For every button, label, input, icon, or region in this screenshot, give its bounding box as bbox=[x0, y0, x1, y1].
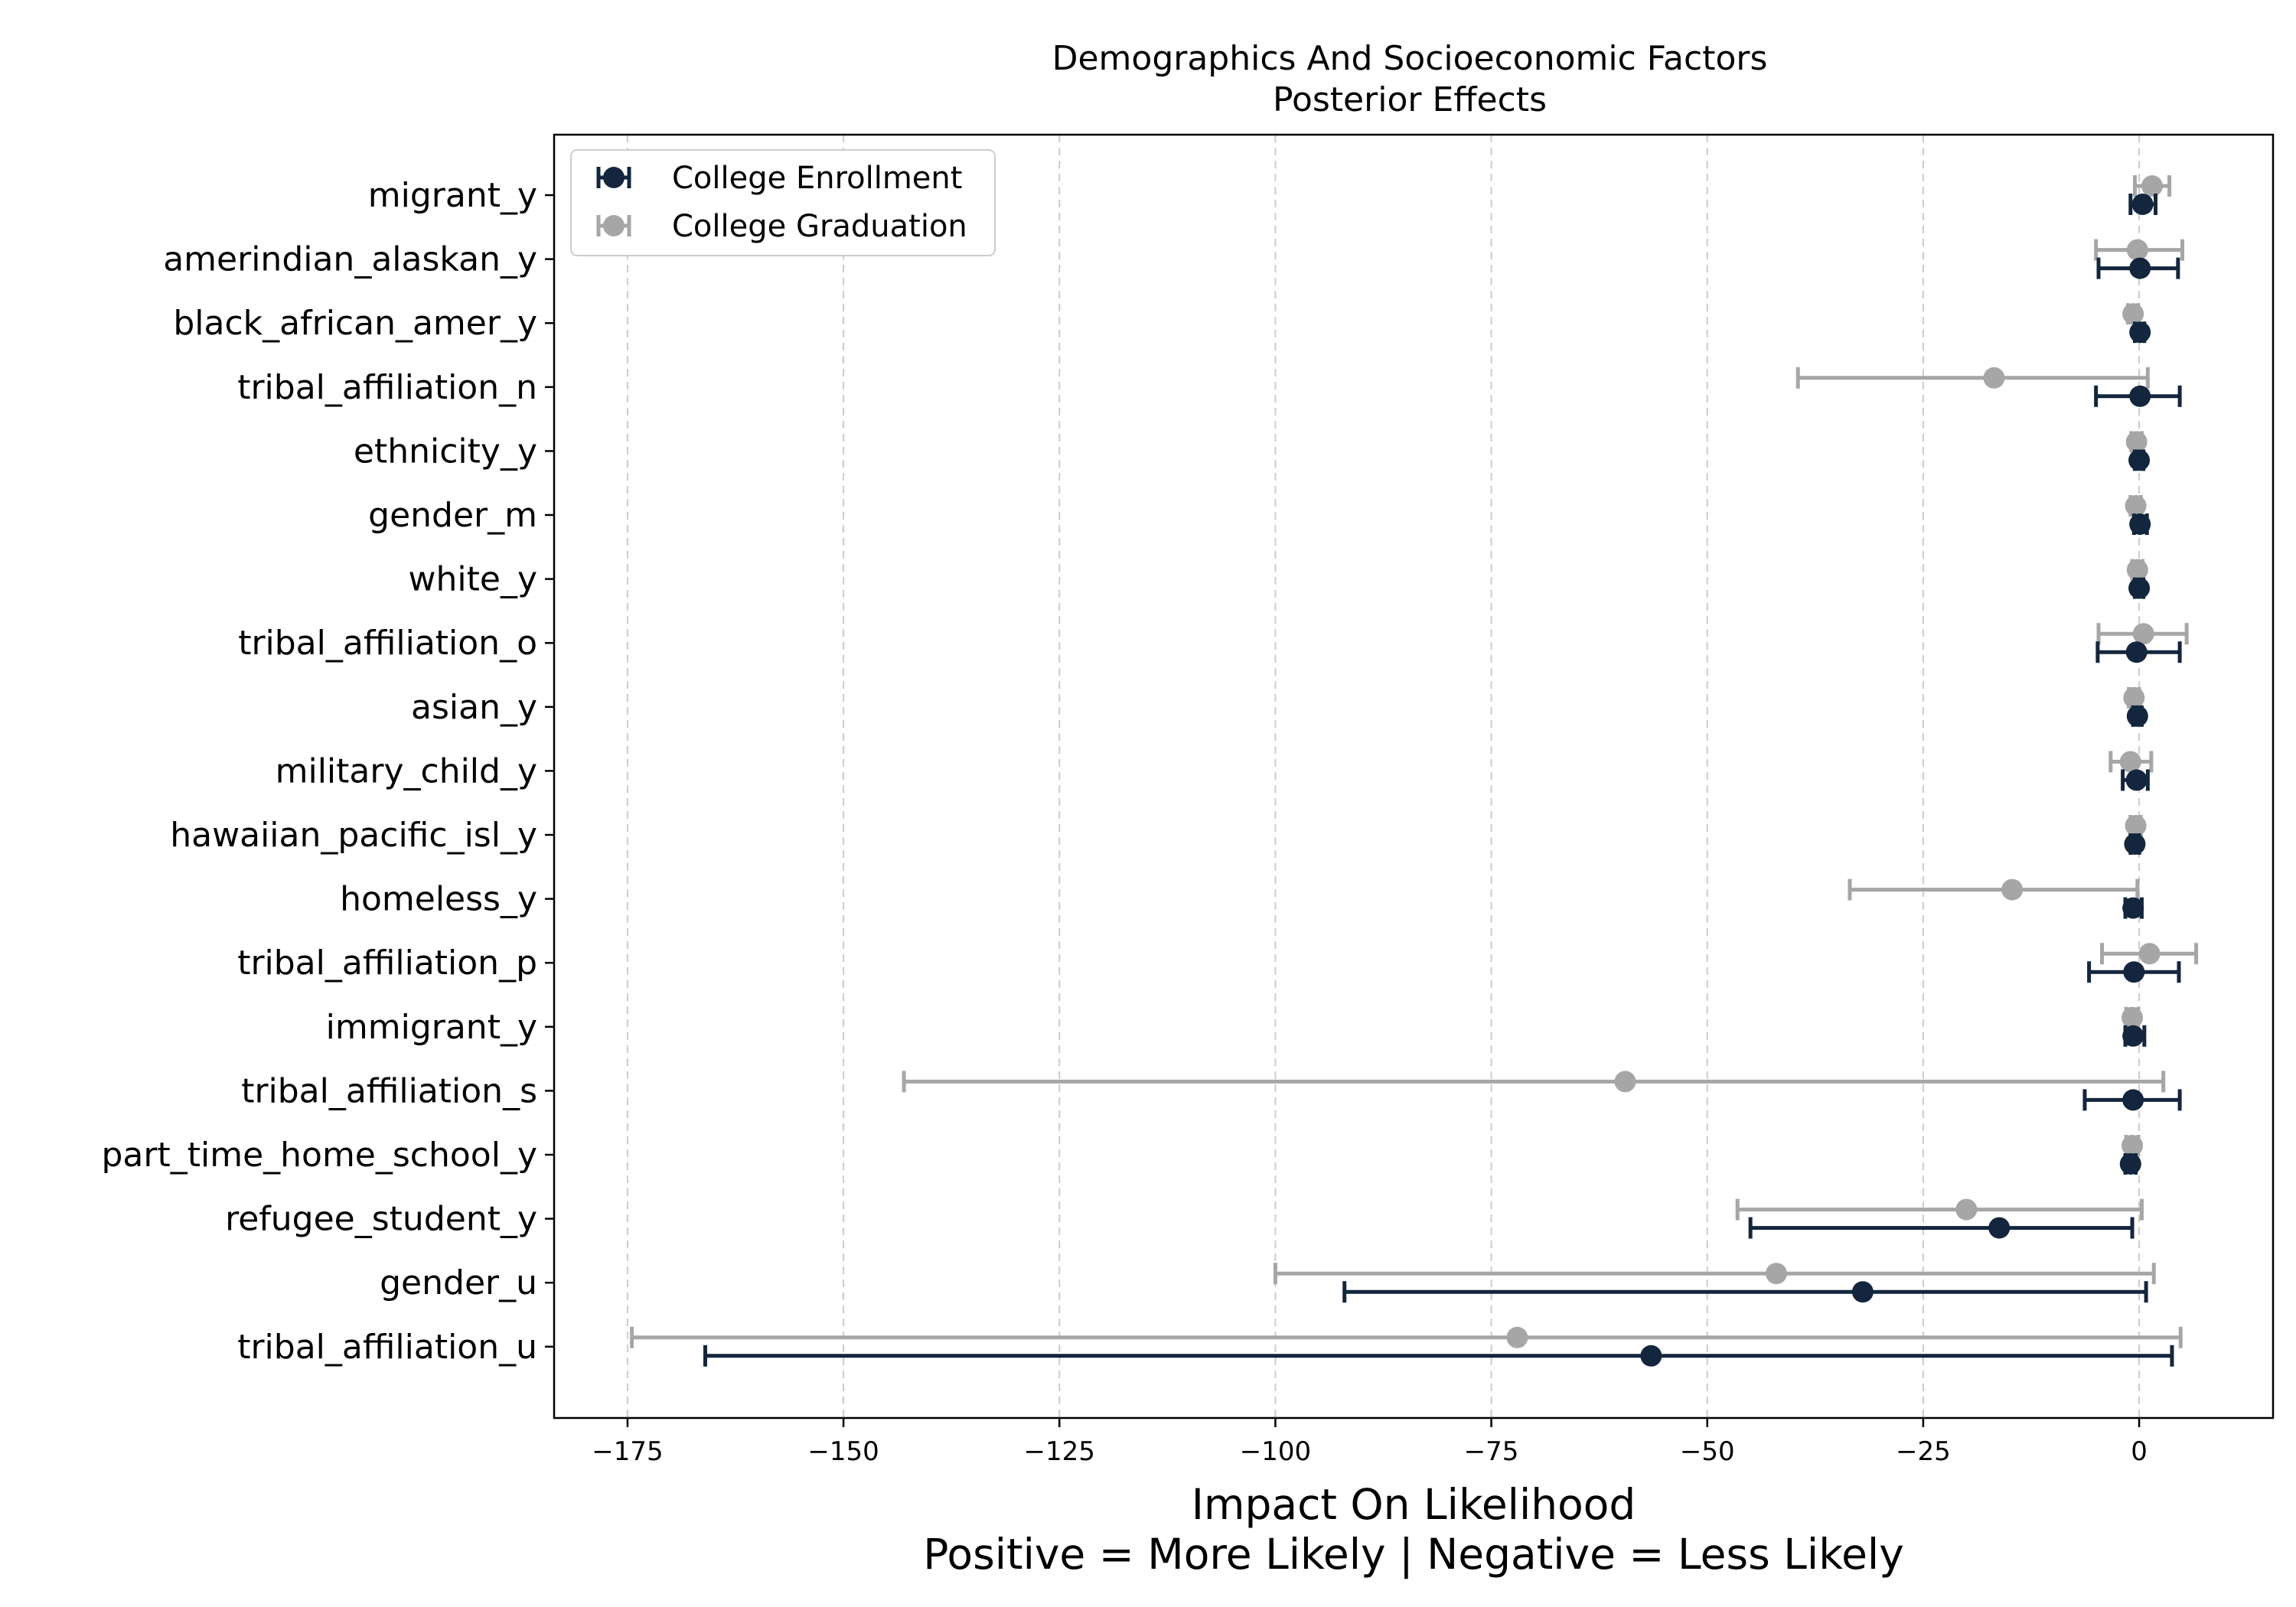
data-point bbox=[2128, 449, 2151, 471]
data-point bbox=[2122, 303, 2144, 325]
x-tick-label: −175 bbox=[592, 1436, 663, 1467]
y-tick-label: part_time_home_school_y bbox=[102, 1136, 538, 1175]
data-point bbox=[2125, 495, 2147, 517]
y-tick-label: migrant_y bbox=[368, 176, 537, 215]
data-point bbox=[2125, 769, 2148, 791]
data-point bbox=[2129, 321, 2151, 344]
chart-title: Demographics And Socioeconomic Factors bbox=[1052, 39, 1768, 78]
data-point bbox=[2132, 623, 2154, 645]
x-tick-label: −75 bbox=[1464, 1436, 1519, 1467]
legend-label: College Enrollment bbox=[672, 161, 962, 196]
data-point bbox=[1766, 1263, 1788, 1285]
y-tick-label: ethnicity_y bbox=[354, 432, 537, 471]
data-point bbox=[2125, 815, 2147, 836]
data-point bbox=[2129, 513, 2151, 535]
data-point bbox=[2123, 961, 2145, 983]
legend-entry: College Enrollment bbox=[596, 161, 962, 196]
data-point bbox=[2131, 194, 2154, 215]
x-gridlines bbox=[626, 135, 2141, 1418]
y-tick-label: tribal_affiliation_o bbox=[238, 624, 537, 663]
series-college-graduation bbox=[630, 175, 2199, 1348]
x-axis-label: Impact On Likelihood bbox=[1192, 1480, 1636, 1529]
x-tick-label: −125 bbox=[1024, 1436, 1095, 1467]
y-tick-label: gender_m bbox=[368, 496, 537, 535]
y-tick-label: homeless_y bbox=[340, 880, 537, 919]
data-point bbox=[2129, 385, 2151, 407]
data-point bbox=[1983, 367, 2005, 389]
x-tick-label: −25 bbox=[1896, 1436, 1951, 1467]
data-point bbox=[2122, 1135, 2144, 1156]
legend-marker bbox=[603, 167, 625, 188]
legend-box bbox=[570, 149, 996, 256]
x-axis-label-line2: Positive = More Likely | Negative = Less… bbox=[923, 1530, 1904, 1579]
data-point bbox=[2122, 1025, 2144, 1047]
legend-entries: College Enrollment College Graduation bbox=[596, 161, 967, 244]
chart-subtitle: Posterior Effects bbox=[1273, 80, 1547, 119]
data-point bbox=[2141, 175, 2163, 197]
data-point bbox=[2129, 257, 2151, 279]
data-point bbox=[2126, 705, 2148, 727]
y-tick-label: tribal_affiliation_u bbox=[237, 1328, 537, 1367]
y-tick-label: military_child_y bbox=[276, 751, 537, 790]
data-point bbox=[2122, 1089, 2144, 1111]
x-tick-label: 0 bbox=[2131, 1436, 2148, 1467]
y-tick-label: white_y bbox=[409, 560, 537, 599]
data-point bbox=[2126, 239, 2148, 261]
legend-marker bbox=[603, 215, 625, 236]
y-tick-label: asian_y bbox=[411, 688, 537, 727]
data-point bbox=[1640, 1345, 1662, 1367]
data-point bbox=[2126, 559, 2148, 581]
data-point bbox=[1955, 1198, 1978, 1221]
data-point bbox=[2124, 833, 2146, 855]
y-tick-label: tribal_affiliation_n bbox=[237, 368, 537, 407]
y-axis-ticks: migrant_y amerindian_alaskan_y black_afric… bbox=[102, 176, 554, 1367]
legend-entry: College Graduation bbox=[596, 209, 967, 244]
series-college-enrollment bbox=[703, 194, 2182, 1367]
x-axis-ticks: −175 −150 −125 −100 −75 −50 −25 0 bbox=[592, 1418, 2148, 1467]
y-tick-label: tribal_affiliation_s bbox=[241, 1071, 537, 1110]
data-point bbox=[2138, 943, 2161, 965]
data-point bbox=[2122, 897, 2144, 919]
data-point bbox=[2125, 431, 2148, 453]
y-tick-label: black_african_amer_y bbox=[173, 304, 537, 343]
data-point bbox=[2119, 1153, 2141, 1175]
x-tick-label: −50 bbox=[1680, 1436, 1735, 1467]
data-point bbox=[1851, 1281, 1874, 1303]
data-point bbox=[2128, 577, 2151, 599]
data-point bbox=[2119, 751, 2141, 773]
data-point bbox=[2123, 686, 2145, 709]
legend: College Enrollment College Graduation bbox=[570, 149, 996, 256]
y-tick-label: hawaiian_pacific_isl_y bbox=[170, 816, 537, 855]
y-tick-label: gender_u bbox=[380, 1263, 537, 1302]
data-point bbox=[1614, 1071, 1636, 1093]
data-point bbox=[2122, 1006, 2144, 1028]
y-tick-label: tribal_affiliation_p bbox=[237, 944, 537, 983]
data-point bbox=[2001, 878, 2024, 901]
y-tick-label: amerindian_alaskan_y bbox=[163, 240, 537, 279]
legend-label: College Graduation bbox=[672, 209, 967, 244]
data-point bbox=[1506, 1326, 1528, 1348]
plot-frame bbox=[553, 133, 2275, 1420]
series-layer bbox=[630, 175, 2199, 1367]
data-point bbox=[2125, 641, 2148, 663]
x-tick-label: −100 bbox=[1240, 1436, 1311, 1467]
data-point bbox=[1988, 1217, 2011, 1239]
x-tick-label: −150 bbox=[807, 1436, 879, 1467]
y-tick-label: immigrant_y bbox=[326, 1008, 537, 1047]
y-tick-label: refugee_student_y bbox=[225, 1200, 537, 1239]
